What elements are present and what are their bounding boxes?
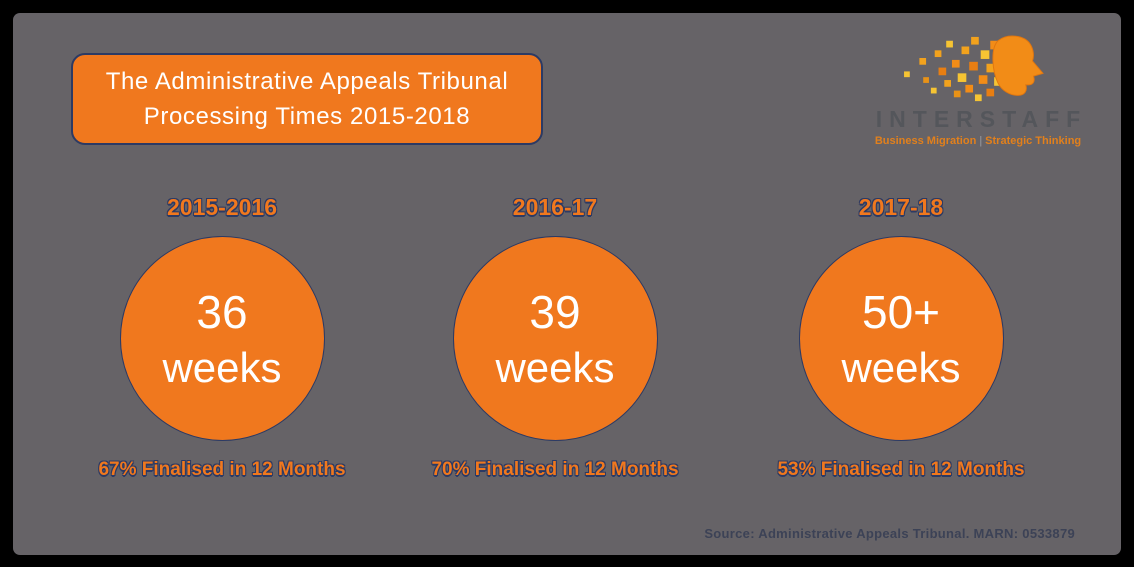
stat-value: 50+	[861, 285, 941, 338]
stat-circle: 39 weeks	[452, 236, 658, 441]
stat-footnote: 67% Finalised in 12 Months	[98, 459, 346, 480]
stat-footnote: 70% Finalised in 12 Months	[431, 459, 679, 480]
year-label: 2015-2016	[167, 194, 277, 220]
year-column-2017-18: 2017-18 50+ weeks 53% Finalised in 12 Mo…	[751, 194, 1051, 481]
interstaff-logo: INTERSTAFF Business Migration | Strategic …	[858, 35, 1098, 147]
stat-unit: weeks	[162, 343, 282, 391]
stat-unit: weeks	[841, 343, 961, 391]
stat-circle: 50+ weeks	[798, 236, 1004, 441]
stat-circle: 36 weeks	[119, 236, 325, 441]
year-label: 2017-18	[858, 194, 944, 220]
tagline-right: Strategic Thinking	[985, 135, 1082, 147]
title-card: The Administrative Appeals Tribunal Proc…	[71, 53, 543, 145]
title-line-1: The Administrative Appeals Tribunal	[105, 67, 509, 95]
year-column-2015-2016: 2015-2016 36 weeks 67% Finalised in 12 M…	[72, 194, 372, 481]
year-label: 2016-17	[512, 194, 598, 220]
brand-name: INTERSTAFF	[875, 106, 1088, 132]
source-note: Source: Administrative Appeals Tribunal.…	[704, 526, 1075, 541]
stat-unit: weeks	[495, 343, 615, 391]
stat-value: 39	[529, 285, 581, 338]
year-column-2016-17: 2016-17 39 weeks 70% Finalised in 12 Mon…	[405, 194, 705, 481]
infographic-panel: The Administrative Appeals Tribunal Proc…	[13, 13, 1121, 555]
tagline-separator: |	[979, 135, 983, 147]
title-line-2: Processing Times 2015-2018	[143, 102, 471, 130]
pixel-head-icon	[904, 35, 1044, 102]
stat-footnote: 53% Finalised in 12 Months	[777, 459, 1025, 480]
tagline-left: Business Migration	[874, 135, 977, 147]
brand-tagline: Business Migration | Strategic Thinking	[875, 135, 1081, 147]
stat-value: 36	[196, 285, 248, 338]
